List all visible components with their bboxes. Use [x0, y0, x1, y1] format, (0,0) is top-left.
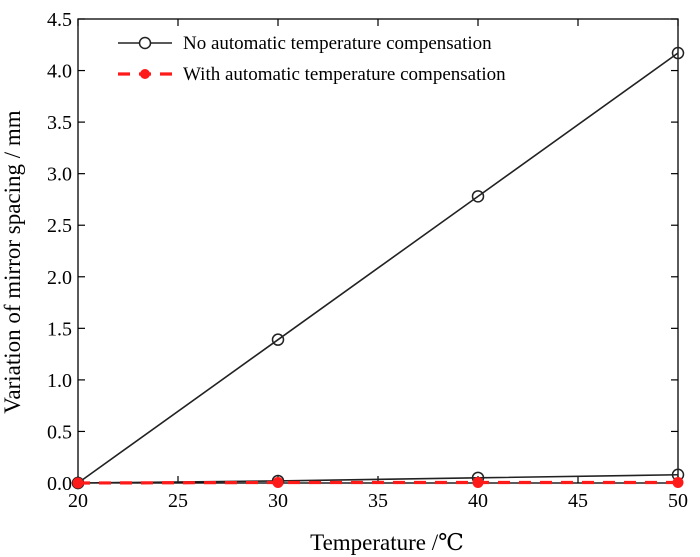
- x-tick-label: 45: [568, 490, 588, 512]
- series-layer: [71, 46, 685, 490]
- y-axis-title: Variation of mirror spacing / mm: [0, 110, 25, 414]
- y-tick-label: 1.5: [47, 318, 72, 340]
- y-tick-label: 4.0: [47, 61, 72, 83]
- y-tick-label: 3.5: [47, 112, 72, 134]
- y-tick-label: 1.0: [47, 370, 72, 392]
- x-tick-label: 20: [68, 490, 88, 512]
- y-tick-label: 2.5: [47, 215, 72, 237]
- data-point-marker: [472, 476, 484, 488]
- y-tick-label: 0.5: [47, 421, 72, 443]
- y-tick-label: 3.0: [47, 164, 72, 186]
- x-tick-label: 35: [368, 490, 388, 512]
- legend-label-0: No automatic temperature compensation: [183, 33, 492, 54]
- series-line-2: [77, 480, 678, 485]
- x-tick-label: 50: [668, 490, 688, 512]
- legend-marker-0: [138, 36, 152, 50]
- y-tick-label: 4.5: [47, 9, 72, 31]
- data-point-marker: [72, 477, 84, 489]
- y-tick-label: 2.0: [47, 267, 72, 289]
- legend-label-2: With automatic temperature compensation: [183, 64, 506, 85]
- x-tick-label: 40: [468, 490, 488, 512]
- data-point-marker: [272, 476, 284, 488]
- series-line-1: [77, 473, 679, 484]
- data-point-marker: [471, 190, 485, 203]
- data-point-marker: [672, 476, 684, 488]
- series-line-0: [77, 52, 679, 484]
- legend: No automatic temperature compensation Wit…: [118, 33, 506, 85]
- data-point-marker: [671, 46, 685, 60]
- x-tick-label: 30: [268, 490, 288, 512]
- data-point-marker: [271, 333, 285, 346]
- x-axis-title: Temperature /℃: [310, 530, 464, 555]
- legend-marker-2: [140, 69, 150, 79]
- axes: [77, 18, 679, 484]
- plot-frame: [77, 18, 679, 484]
- x-tick-label: 25: [168, 490, 188, 512]
- y-tick-label: 0.0: [47, 473, 72, 495]
